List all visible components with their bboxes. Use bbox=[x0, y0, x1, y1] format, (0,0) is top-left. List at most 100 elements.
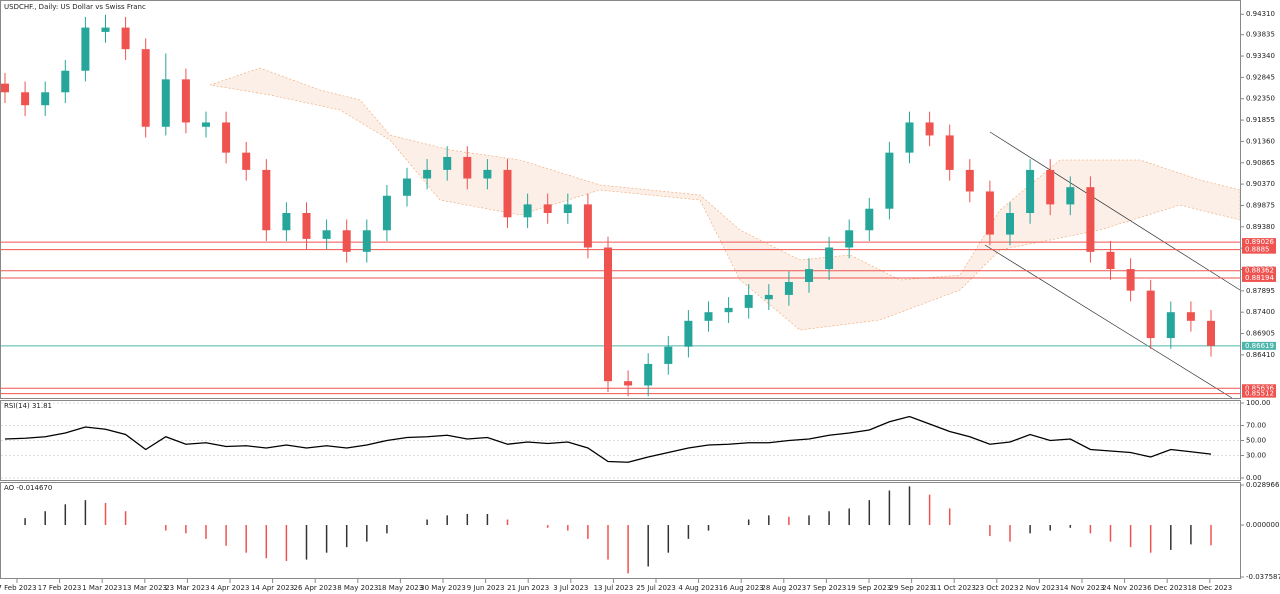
candle-body bbox=[483, 169, 492, 179]
candle-body bbox=[965, 169, 974, 192]
candle-body bbox=[845, 230, 854, 248]
candle-body bbox=[1106, 251, 1115, 270]
candle-body bbox=[222, 122, 231, 153]
candle-body bbox=[784, 282, 793, 295]
x-tick-label: 29 Sep 2023 bbox=[889, 584, 933, 592]
candle-body bbox=[583, 204, 592, 248]
plot-layer: 0.94310 0.93835 0.93340 0.92845 0.92350 0.918… bbox=[0, 10, 1280, 592]
x-tick-label: 23 Mar 2023 bbox=[165, 584, 209, 592]
x-tick-label: 25 Jul 2023 bbox=[636, 584, 676, 592]
y-tick-label: 30.00 bbox=[1246, 452, 1266, 460]
candle-body bbox=[1066, 187, 1075, 205]
candle-body bbox=[423, 169, 432, 179]
x-tick-label: 13 Jul 2023 bbox=[594, 584, 634, 592]
x-tick-label: 7 Feb 2023 bbox=[0, 584, 37, 592]
candle-body bbox=[1006, 213, 1014, 235]
candle-body bbox=[362, 230, 371, 252]
candle-body bbox=[644, 363, 653, 386]
candle-body bbox=[724, 307, 733, 313]
level-label-box bbox=[1242, 384, 1276, 393]
candle-body bbox=[684, 320, 693, 347]
y-tick-label: 0.89380 bbox=[1246, 223, 1275, 231]
candle-body bbox=[322, 230, 331, 239]
candle-body bbox=[141, 49, 150, 127]
x-tick-label: 4 Apr 2023 bbox=[211, 584, 250, 592]
y-tick-label: 0.94310 bbox=[1246, 10, 1275, 18]
y-tick-label: 70.00 bbox=[1246, 422, 1266, 430]
level-label-box bbox=[1242, 238, 1276, 247]
y-tick-label: 0.00 bbox=[1246, 474, 1262, 482]
candle-body bbox=[865, 208, 874, 231]
y-tick-label: 0.93340 bbox=[1246, 52, 1275, 60]
candle-body bbox=[1026, 169, 1035, 214]
channel-line bbox=[989, 131, 1241, 291]
candle-body bbox=[202, 122, 210, 127]
level-label: 0.8885 bbox=[1245, 246, 1270, 254]
level-label-box bbox=[1242, 273, 1276, 282]
x-tick-label: 26 Apr 2023 bbox=[294, 584, 337, 592]
candle-body bbox=[523, 204, 532, 218]
candle-body bbox=[1207, 320, 1215, 346]
x-tick-label: 11 Oct 2023 bbox=[933, 584, 976, 592]
y-tick-label: 0.91360 bbox=[1246, 137, 1275, 145]
x-tick-label: 23 Oct 2023 bbox=[975, 584, 1018, 592]
candle-body bbox=[764, 294, 773, 300]
candle-body bbox=[382, 195, 391, 231]
candle-body bbox=[1086, 187, 1095, 252]
level-label-box bbox=[1242, 245, 1276, 254]
x-tick-label: 18 May 2023 bbox=[378, 584, 424, 592]
candle-body bbox=[604, 247, 612, 382]
candle-body bbox=[161, 79, 170, 127]
x-tick-label: 30 May 2023 bbox=[420, 584, 466, 592]
candle-body bbox=[1046, 169, 1055, 205]
candle-body bbox=[21, 92, 30, 106]
candle-body bbox=[563, 204, 572, 214]
candle-body bbox=[181, 79, 190, 123]
candle-body bbox=[704, 312, 713, 321]
y-tick-label: 0.87400 bbox=[1246, 308, 1275, 316]
x-tick-label: 16 Aug 2023 bbox=[719, 584, 764, 592]
ichimoku-cloud bbox=[209, 67, 1241, 331]
x-tick-label: 24 Nov 2023 bbox=[1102, 584, 1147, 592]
y-tick-label: 0.028966 bbox=[1246, 481, 1280, 489]
candle-body bbox=[41, 92, 50, 106]
candle-body bbox=[825, 247, 834, 270]
y-tick-label: 0.90865 bbox=[1246, 159, 1275, 167]
x-tick-label: 13 Mar 2023 bbox=[123, 584, 167, 592]
candle-body bbox=[342, 230, 351, 252]
rsi-pane bbox=[0, 400, 1241, 481]
level-label: 0.85636 bbox=[1245, 384, 1274, 392]
candle-body bbox=[302, 213, 311, 239]
y-tick-label: 100.00 bbox=[1246, 399, 1271, 407]
ao-pane bbox=[0, 482, 1241, 579]
y-tick-label: 0.90370 bbox=[1246, 180, 1275, 188]
current-price-box bbox=[1242, 341, 1276, 350]
candle-body bbox=[945, 135, 954, 170]
candle-body bbox=[282, 213, 291, 231]
main-pane bbox=[0, 0, 1241, 399]
x-tick-label: 14 Apr 2023 bbox=[251, 584, 294, 592]
level-label-box bbox=[1242, 266, 1276, 275]
candle-body bbox=[664, 346, 673, 364]
level-label: 0.89026 bbox=[1245, 238, 1274, 246]
candle-body bbox=[744, 294, 753, 308]
x-tick-label: 18 Dec 2023 bbox=[1187, 584, 1232, 592]
y-tick-label: 0.87895 bbox=[1246, 287, 1275, 295]
chart-title: USDCHF., Daily: US Dollar vs Swiss Franc bbox=[4, 3, 146, 11]
y-tick-label: 0.93835 bbox=[1246, 31, 1275, 39]
candle-body bbox=[1166, 312, 1175, 339]
x-tick-label: 8 May 2023 bbox=[337, 584, 378, 592]
x-tick-label: 7 Sep 2023 bbox=[806, 584, 846, 592]
candle-body bbox=[1, 83, 9, 93]
candle-body bbox=[925, 122, 934, 136]
candle-body bbox=[503, 169, 512, 218]
candle-body bbox=[1186, 312, 1195, 321]
candle-body bbox=[121, 27, 130, 50]
candle-body bbox=[885, 152, 894, 209]
candle-body bbox=[81, 27, 90, 71]
candle-body bbox=[1126, 269, 1135, 291]
y-tick-label: 50.00 bbox=[1246, 437, 1266, 445]
y-tick-label: 0.92845 bbox=[1246, 73, 1275, 81]
x-tick-label: 19 Sep 2023 bbox=[847, 584, 891, 592]
